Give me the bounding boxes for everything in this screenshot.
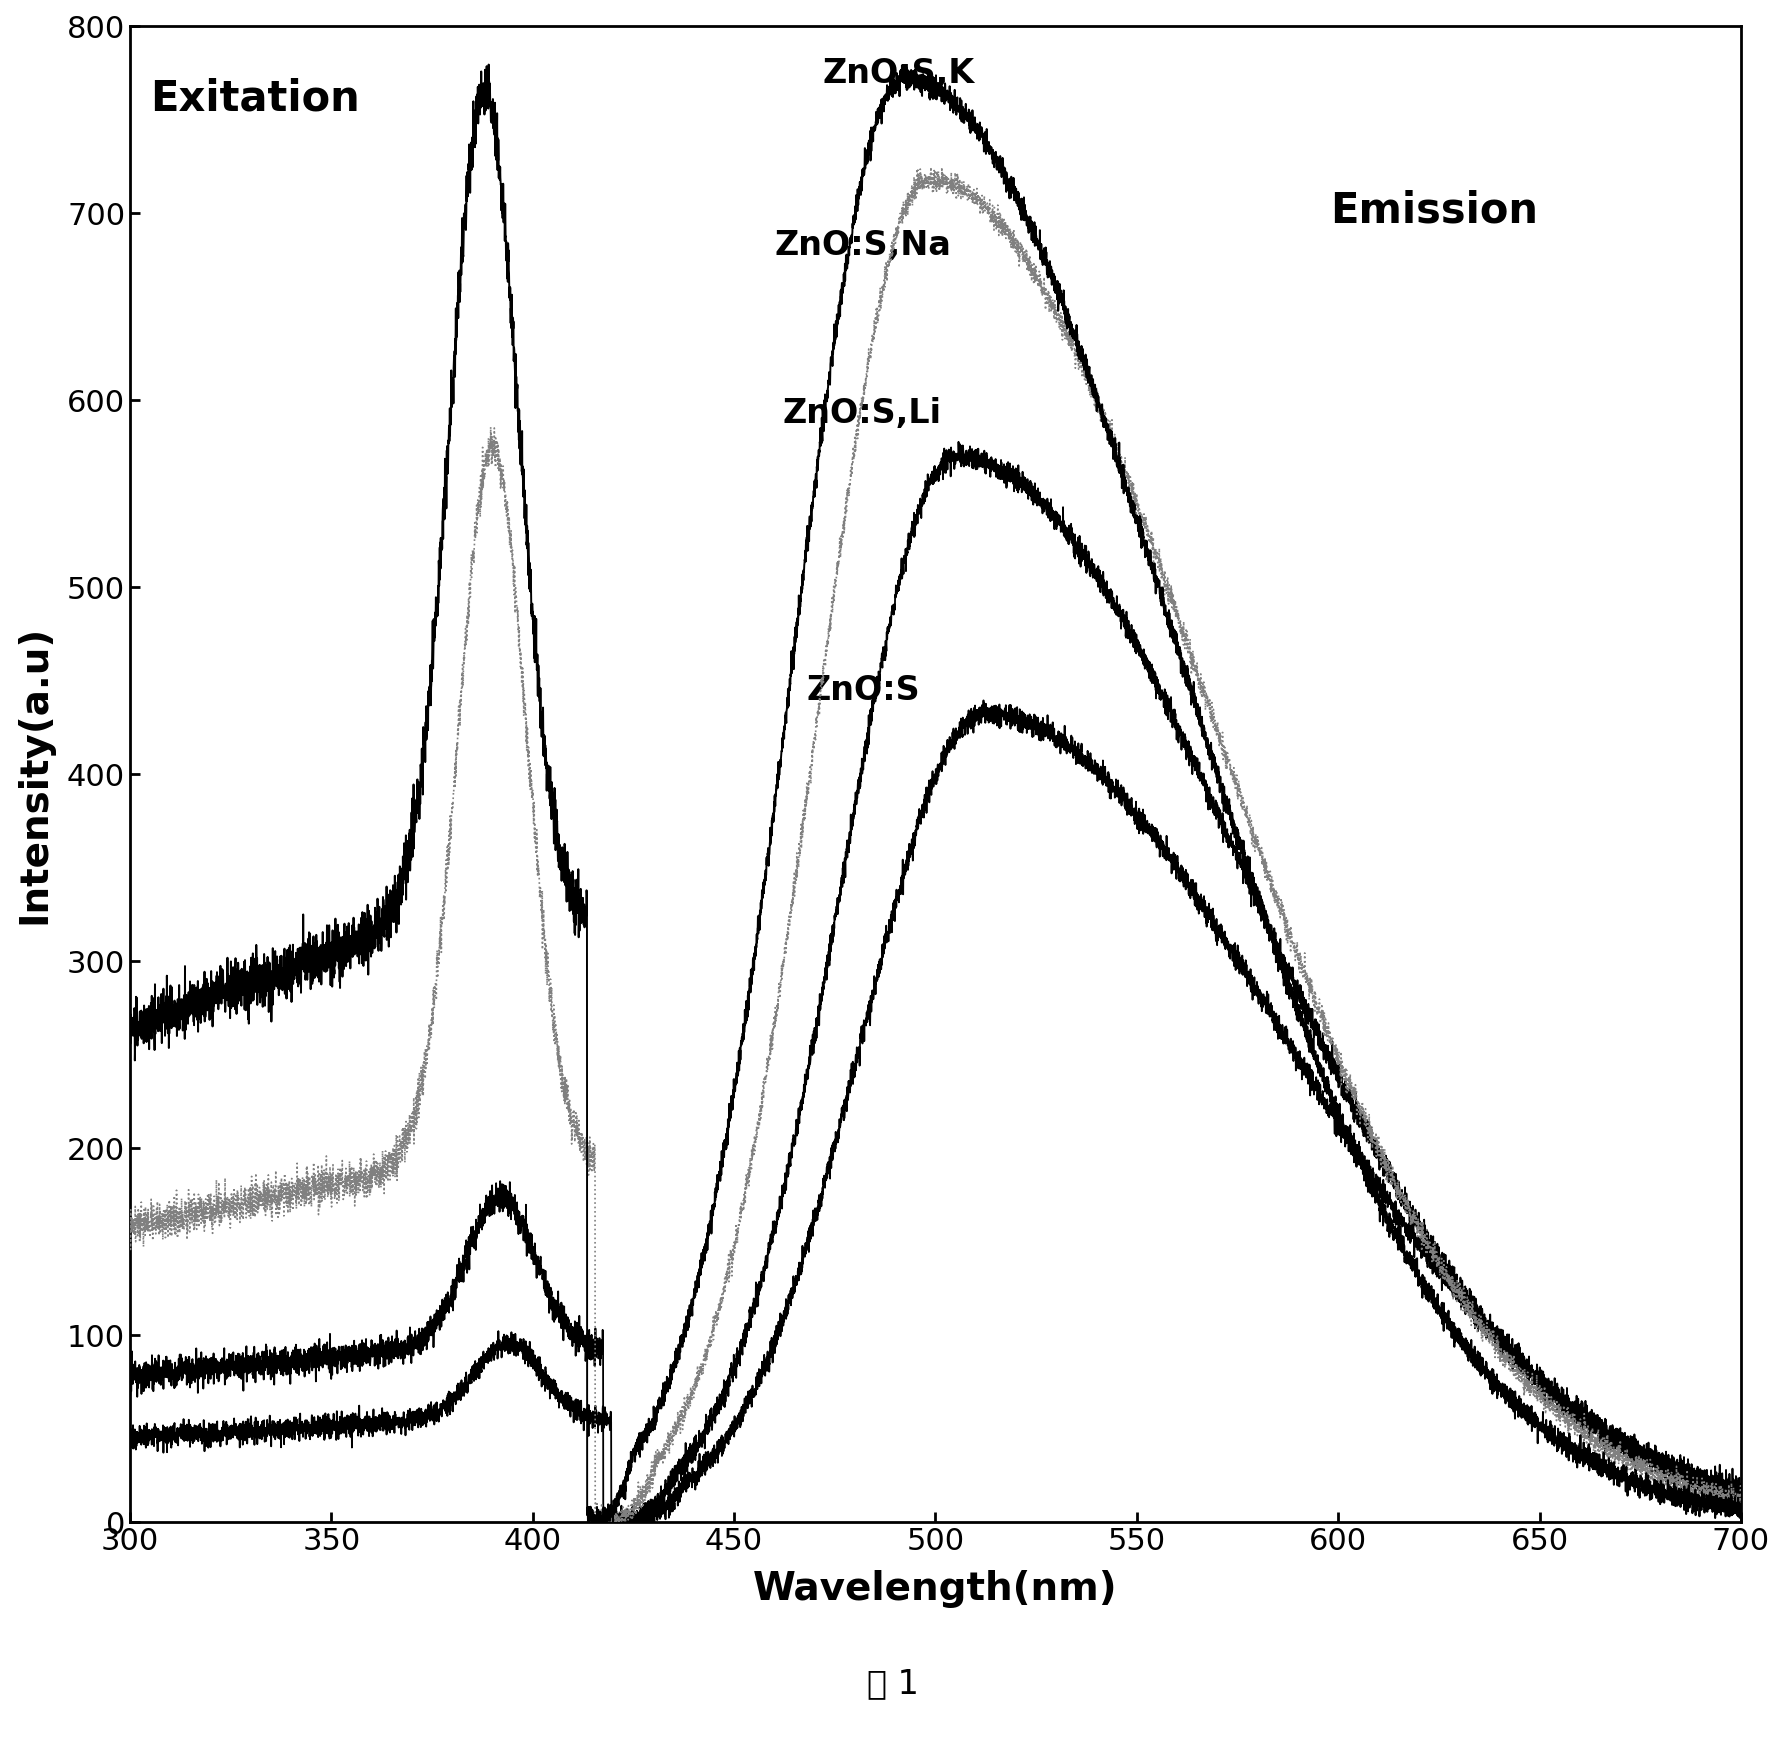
Text: Emission: Emission (1330, 191, 1539, 231)
Text: ZnO:S,K: ZnO:S,K (823, 56, 975, 90)
Y-axis label: Intensity(a.u): Intensity(a.u) (14, 624, 54, 924)
Text: ZnO:S,Li: ZnO:S,Li (782, 397, 941, 430)
X-axis label: Wavelength(nm): Wavelength(nm) (753, 1570, 1117, 1607)
Text: Exitation: Exitation (150, 78, 361, 120)
Text: 图 1: 图 1 (866, 1667, 919, 1700)
Text: ZnO:S: ZnO:S (807, 674, 921, 707)
Text: ZnO:S,Na: ZnO:S,Na (775, 229, 951, 261)
